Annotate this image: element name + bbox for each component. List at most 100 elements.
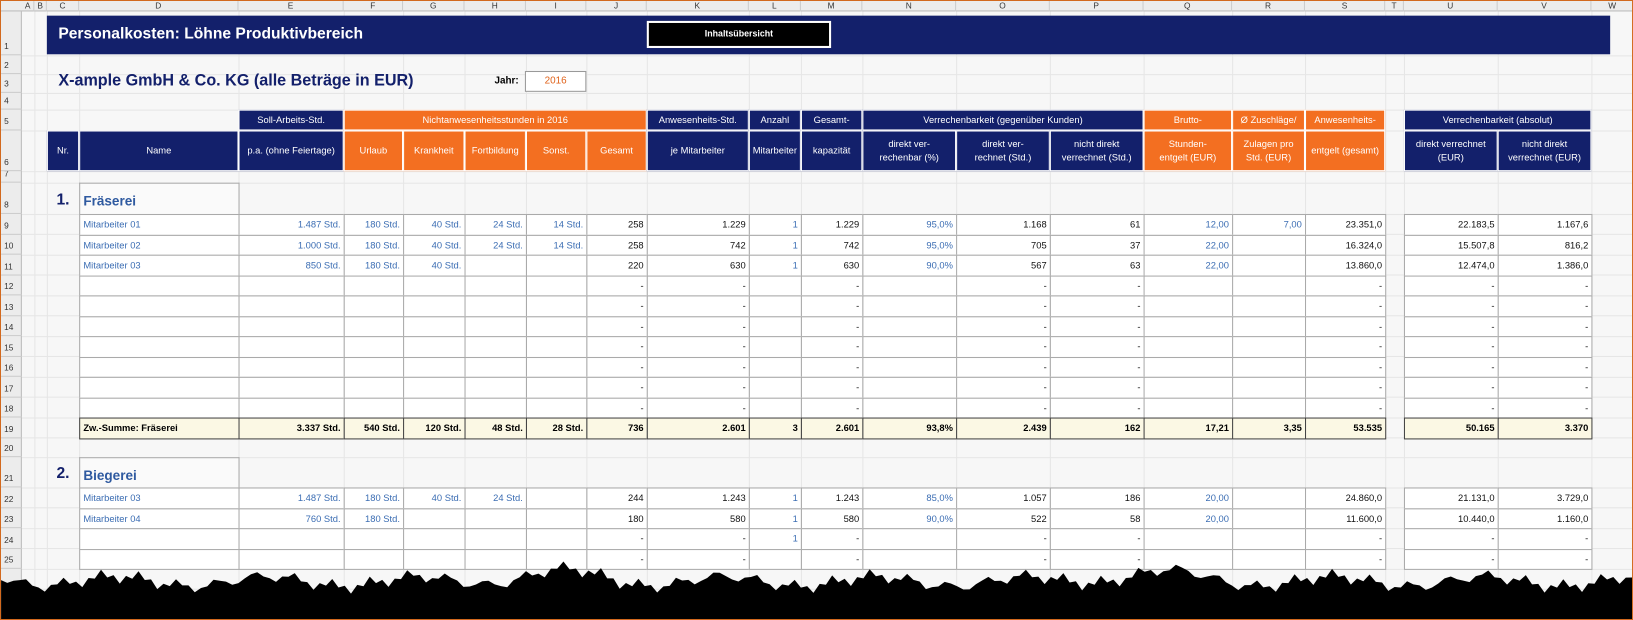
row-number: 24 (1, 528, 22, 549)
section-number: 1. (56, 190, 70, 209)
data-cell: - (800, 548, 864, 570)
column-letter: B (34, 1, 47, 12)
section-name: Biegerei (79, 457, 240, 489)
column-label: entgelt (gesamt) (1304, 130, 1386, 172)
row-number: 8 (1, 183, 22, 214)
data-cell: - (1304, 548, 1387, 570)
torn-shape (1, 561, 1633, 619)
column-letter: H (465, 1, 526, 12)
column-group: Verrechenbarkeit (absolut) (1403, 109, 1592, 131)
column-group: Brutto- (1143, 109, 1233, 131)
column-letter: E (239, 1, 344, 12)
column-label: Fortbildung (464, 130, 526, 172)
row-number: 7 (1, 171, 22, 183)
column-label: Mitarbeiter (748, 130, 801, 172)
grid-line (21, 486, 1633, 488)
grid-line (21, 213, 1633, 214)
data-cell: - (956, 548, 1051, 570)
column-letter: A (22, 1, 35, 12)
column-letter: M (801, 1, 863, 12)
title: Personalkosten: Löhne Produktivbereich (58, 25, 364, 44)
column-label: nicht direkt verrechnet (EUR) (1497, 130, 1592, 172)
grid-line (21, 182, 1633, 183)
subtotal-cell: 2.601 (800, 417, 864, 439)
row-number: 10 (1, 234, 22, 255)
column-letter: P (1050, 1, 1144, 12)
row-number: 22 (1, 487, 22, 508)
column-group: Nichtanwesenheitsstunden in 2016 (343, 109, 647, 131)
row-number: 6 (1, 130, 22, 172)
column-label: Gesamt (586, 130, 647, 172)
column-label: kapazität (800, 130, 863, 172)
row-number: 18 (1, 397, 22, 418)
grid-line (21, 109, 1633, 110)
column-letter: R (1232, 1, 1305, 12)
column-label: Stunden- entgelt (EUR) (1143, 130, 1233, 172)
row-number: 16 (1, 356, 22, 377)
grid-line (1403, 11, 1404, 619)
column-group: Anwesenheits- (1304, 109, 1386, 131)
row-number: 15 (1, 336, 22, 357)
column-label: p.a. (ohne Feiertage) (238, 130, 344, 172)
column-letter: I (526, 1, 587, 12)
column-letter: T (1385, 1, 1404, 12)
column-letter: L (749, 1, 801, 12)
grid-line (21, 54, 1633, 56)
column-letter: K (647, 1, 749, 12)
column-group: Verrechenbarkeit (gegenüber Kunden) (862, 109, 1144, 131)
subtotal-cell: 93,8% (862, 417, 958, 439)
column-letter: V (1498, 1, 1592, 12)
data-cell: - (1497, 548, 1593, 570)
row-number: 25 (1, 549, 22, 569)
column-label: je Mitarbeiter (646, 130, 749, 172)
column-letter: G (403, 1, 465, 12)
column-letter: W (1591, 1, 1632, 11)
row-number: 5 (1, 110, 22, 131)
grid-line (21, 456, 1633, 458)
column-label: nicht direkt verrechnet (Std.) (1049, 130, 1144, 172)
column-group: Anwesenheits-Std. (646, 109, 749, 131)
subtotal-cell: Zw.-Summe: Fräserei (79, 417, 240, 439)
grid-line (78, 11, 80, 619)
column-letter: D (79, 1, 239, 12)
row-number: 19 (1, 418, 22, 438)
row-number: 17 (1, 377, 22, 398)
row-number: 4 (1, 93, 22, 110)
header-bar (1, 1, 1633, 12)
data-cell: - (1049, 548, 1145, 570)
column-letter: J (586, 1, 647, 12)
column-letter: N (862, 1, 957, 12)
year-input: 2016 (524, 70, 587, 92)
column-group: Gesamt- (800, 109, 863, 131)
content-button[interactable]: Inhaltsübersicht (646, 20, 832, 49)
grid-line (21, 92, 1633, 93)
grid-line (46, 11, 47, 619)
column-label: Zulagen pro Std. (EUR) (1232, 130, 1305, 172)
data-cell: - (1403, 548, 1499, 570)
row-number: 14 (1, 316, 22, 337)
data-cell: Mitarbeiter 03 (79, 254, 240, 277)
column-letter: Q (1144, 1, 1233, 12)
column-label: Nr. (46, 130, 80, 172)
column-label: Urlaub (343, 130, 404, 172)
column-letter: S (1305, 1, 1386, 12)
row-number: 2 (1, 55, 22, 75)
row-number: 11 (1, 255, 22, 276)
grid-line (33, 11, 35, 619)
data-cell: 40 Std. (403, 487, 466, 509)
subtotal-cell: 2.601 (646, 417, 750, 439)
column-group: Ø Zuschläge/ (1232, 109, 1305, 131)
data-cell: 1.487 Std. (238, 213, 345, 236)
column-label: direkt ver- rechnet (Std.) (956, 130, 1050, 172)
row-number: 23 (1, 508, 22, 529)
row-number: 13 (1, 295, 22, 316)
row-number: 20 (1, 438, 22, 458)
subtotal-cell: 3.370 (1497, 417, 1593, 439)
row-number: 21 (1, 457, 22, 488)
subtotal-cell: 540 Std. (343, 417, 405, 439)
column-label: Krankheit (403, 130, 465, 172)
row-number: 1 (1, 11, 22, 56)
grid-line (21, 73, 1633, 75)
